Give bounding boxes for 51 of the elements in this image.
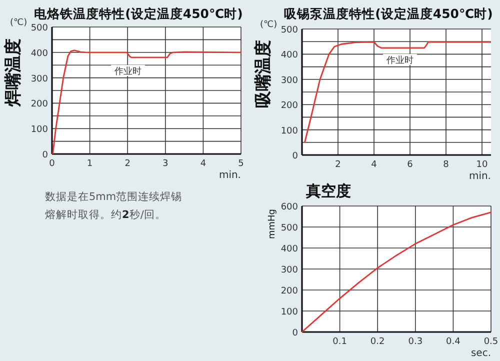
y-axis-title: 吸嘴温度 bbox=[254, 40, 274, 108]
x-axis-title: sec. bbox=[470, 348, 491, 359]
y-tick-label: 0 bbox=[292, 328, 298, 338]
y-tick-label: 400 bbox=[280, 50, 298, 61]
y-tick-label: 300 bbox=[280, 266, 298, 276]
x-tick-label: 5 bbox=[238, 159, 244, 169]
x-tick-label: 6 bbox=[407, 160, 414, 170]
y-tick-label: 0 bbox=[292, 152, 298, 162]
y-tick-label: 200 bbox=[280, 286, 298, 296]
y-tick-label: 300 bbox=[30, 74, 48, 84]
annotation: 作业时 bbox=[386, 55, 414, 66]
x-tick-label: 0.5 bbox=[484, 337, 498, 347]
y-tick-label: 100 bbox=[30, 125, 48, 136]
x-tick-label: 4 bbox=[200, 159, 206, 169]
text: 熔解时取得。约2秒/回。 bbox=[45, 208, 166, 221]
x-tick-label: 0.2 bbox=[370, 337, 385, 347]
line-series bbox=[304, 41, 492, 144]
chart-title: 电烙铁温度特性(设定温度450℃时) bbox=[34, 6, 243, 21]
x-tick-label: 4 bbox=[371, 160, 378, 170]
chart-title: 真空度 bbox=[305, 182, 351, 200]
x-tick-label: 0.4 bbox=[446, 337, 461, 347]
text: (℃) bbox=[10, 18, 28, 28]
y-tick-label: 500 bbox=[30, 24, 48, 34]
annotation: 作业时 bbox=[114, 66, 142, 77]
x-tick-label: 0.3 bbox=[408, 337, 423, 347]
y-tick-label: 200 bbox=[30, 100, 48, 110]
x-tick-label: 2 bbox=[124, 159, 130, 169]
text: (℃) bbox=[260, 20, 278, 30]
x-tick-label: 2 bbox=[335, 160, 341, 170]
y-tick-label: 100 bbox=[280, 126, 298, 136]
y-tick-label: 200 bbox=[280, 101, 298, 112]
y-tick-label: 100 bbox=[280, 308, 298, 318]
y-tick-label: 500 bbox=[280, 26, 298, 36]
y-tick-label: 500 bbox=[280, 224, 298, 234]
chart-title: 吸锡泵温度特性(设定温度450℃时) bbox=[284, 6, 493, 21]
x-tick-label: 0 bbox=[49, 159, 56, 169]
x-tick-label: 8 bbox=[443, 160, 450, 170]
x-tick-label: 1 bbox=[86, 159, 93, 169]
y-tick-label: 600 bbox=[280, 202, 298, 212]
y-axis-title: mmHg bbox=[267, 208, 278, 240]
y-tick-label: 400 bbox=[280, 244, 298, 254]
text: 数据是在5mm范围连续焊锡 bbox=[45, 190, 182, 203]
x-axis-title: min. bbox=[468, 171, 491, 182]
x-tick-label: 10 bbox=[476, 160, 488, 170]
y-tick-label: 400 bbox=[30, 48, 48, 59]
y-tick-label: 300 bbox=[280, 76, 298, 86]
x-tick-label: 0.1 bbox=[332, 337, 347, 347]
x-tick-label: 3 bbox=[162, 159, 168, 169]
y-axis-title: 焊嘴温度 bbox=[4, 38, 24, 108]
y-tick-label: 0 bbox=[42, 150, 48, 160]
x-axis-title: min. bbox=[218, 170, 241, 181]
